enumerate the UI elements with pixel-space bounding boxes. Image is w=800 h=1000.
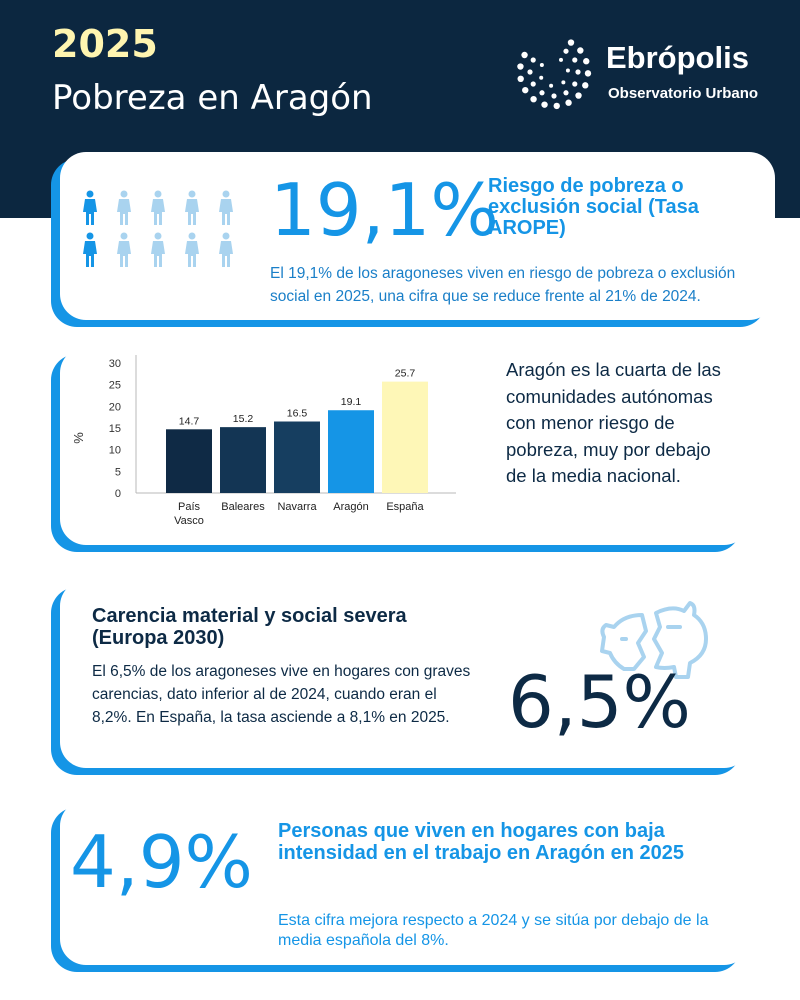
work-value: 4,9% [70, 820, 253, 904]
logo-dot [577, 47, 584, 54]
logo-dot [582, 82, 589, 89]
y-tick-label: 25 [109, 380, 121, 392]
x-tick-label: Navarra [277, 501, 317, 513]
y-axis-label: % [71, 432, 86, 444]
bar [220, 427, 266, 493]
data-label: 25.7 [395, 368, 416, 380]
logo-dot [522, 86, 529, 94]
bar [328, 410, 374, 493]
logo-dot [530, 57, 536, 63]
brand-subtitle: Observatorio Urbano [608, 85, 759, 102]
broken-piggy-bank-icon [600, 601, 708, 679]
arope-value: 19,1% [270, 168, 499, 252]
work-card [60, 800, 750, 965]
logo-dot [565, 99, 572, 106]
material-heading: Carencia material y social severa (Europ… [92, 605, 407, 649]
person-icon [151, 190, 165, 225]
logo-dot [567, 39, 575, 46]
bar [166, 429, 212, 493]
data-label: 15.2 [233, 413, 254, 425]
person-icon [83, 190, 97, 225]
data-label: 14.7 [179, 415, 200, 427]
dots-circle-logo-icon [517, 39, 592, 110]
x-tick-label: Vasco [174, 515, 204, 527]
person-icon [185, 232, 199, 267]
logo-dot [517, 75, 524, 83]
y-tick-label: 5 [115, 466, 121, 478]
data-label: 19.1 [341, 396, 362, 408]
logo-dot [539, 63, 544, 67]
logo-dot [549, 83, 554, 88]
page-title: Pobreza en Aragón [52, 78, 373, 118]
logo-dot [517, 63, 524, 70]
logo-dot [559, 57, 563, 62]
person-icon [151, 232, 165, 267]
work-heading: Personas que viven en hogares con baja i… [278, 820, 685, 864]
y-tick-label: 15 [109, 423, 121, 435]
bar-chart-svg: 0 5 10 15 20 25 30% 14.7 País Vasco 15.2 Baleares 16… [71, 355, 456, 527]
y-tick-label: 30 [109, 358, 121, 370]
logo-dot [553, 102, 560, 110]
logo-dot [551, 93, 557, 99]
logo-dot [572, 81, 578, 87]
data-label: 16.5 [287, 408, 308, 420]
y-tick-label: 20 [109, 401, 121, 413]
logo-dot [575, 92, 582, 99]
person-icon [219, 232, 233, 267]
people-icon-group [82, 190, 242, 270]
person-icon [219, 190, 233, 225]
y-tick-label: 10 [109, 445, 121, 457]
comparison-text: Aragón es la cuarta de las comunidades a… [506, 359, 721, 486]
person-icon [117, 232, 131, 267]
logo-dot [584, 70, 592, 77]
logo-dot [521, 51, 528, 59]
bar-chart: 0 5 10 15 20 25 30% 14.7 País Vasco 15.2 Baleares 16… [66, 350, 476, 540]
person-icon [83, 232, 97, 267]
logo-dot [539, 90, 545, 96]
logo-dot [527, 69, 533, 75]
work-text: Esta cifra mejora respecto a 2024 y se s… [278, 912, 709, 949]
brand-logo: Ebrópolis Observatorio Urbano [510, 30, 780, 115]
logo-dot [561, 80, 566, 85]
bar [382, 381, 428, 493]
brand-name: Ebrópolis [606, 40, 749, 75]
x-tick-label: Aragón [333, 501, 368, 513]
logo-dot [565, 68, 570, 73]
logo-dot [572, 57, 578, 63]
x-tick-label: País [178, 501, 201, 513]
logo-dot [530, 95, 537, 103]
material-value: 6,5% [508, 660, 691, 744]
logo-dot [563, 90, 569, 96]
logo-dot [539, 75, 544, 80]
logo-dot [563, 48, 569, 54]
arope-heading: Riesgo de pobreza o exclusión social (Ta… [488, 175, 699, 239]
x-tick-label: Baleares [221, 501, 265, 513]
bar [274, 421, 320, 493]
logo-dot [530, 81, 536, 87]
person-icon [117, 190, 131, 225]
logo-dot [541, 101, 548, 108]
person-icon [185, 190, 199, 225]
arope-card [60, 152, 775, 320]
logo-dot [575, 69, 581, 75]
year-title: 2025 [52, 22, 158, 66]
material-text: El 6,5% de los aragoneses vive en hogare… [92, 663, 471, 726]
logo-dot [583, 58, 590, 65]
material-card [60, 580, 750, 768]
x-tick-label: España [386, 501, 424, 513]
arope-text: El 19,1% de los aragoneses viven en ries… [270, 265, 736, 305]
y-tick-label: 0 [115, 488, 121, 500]
